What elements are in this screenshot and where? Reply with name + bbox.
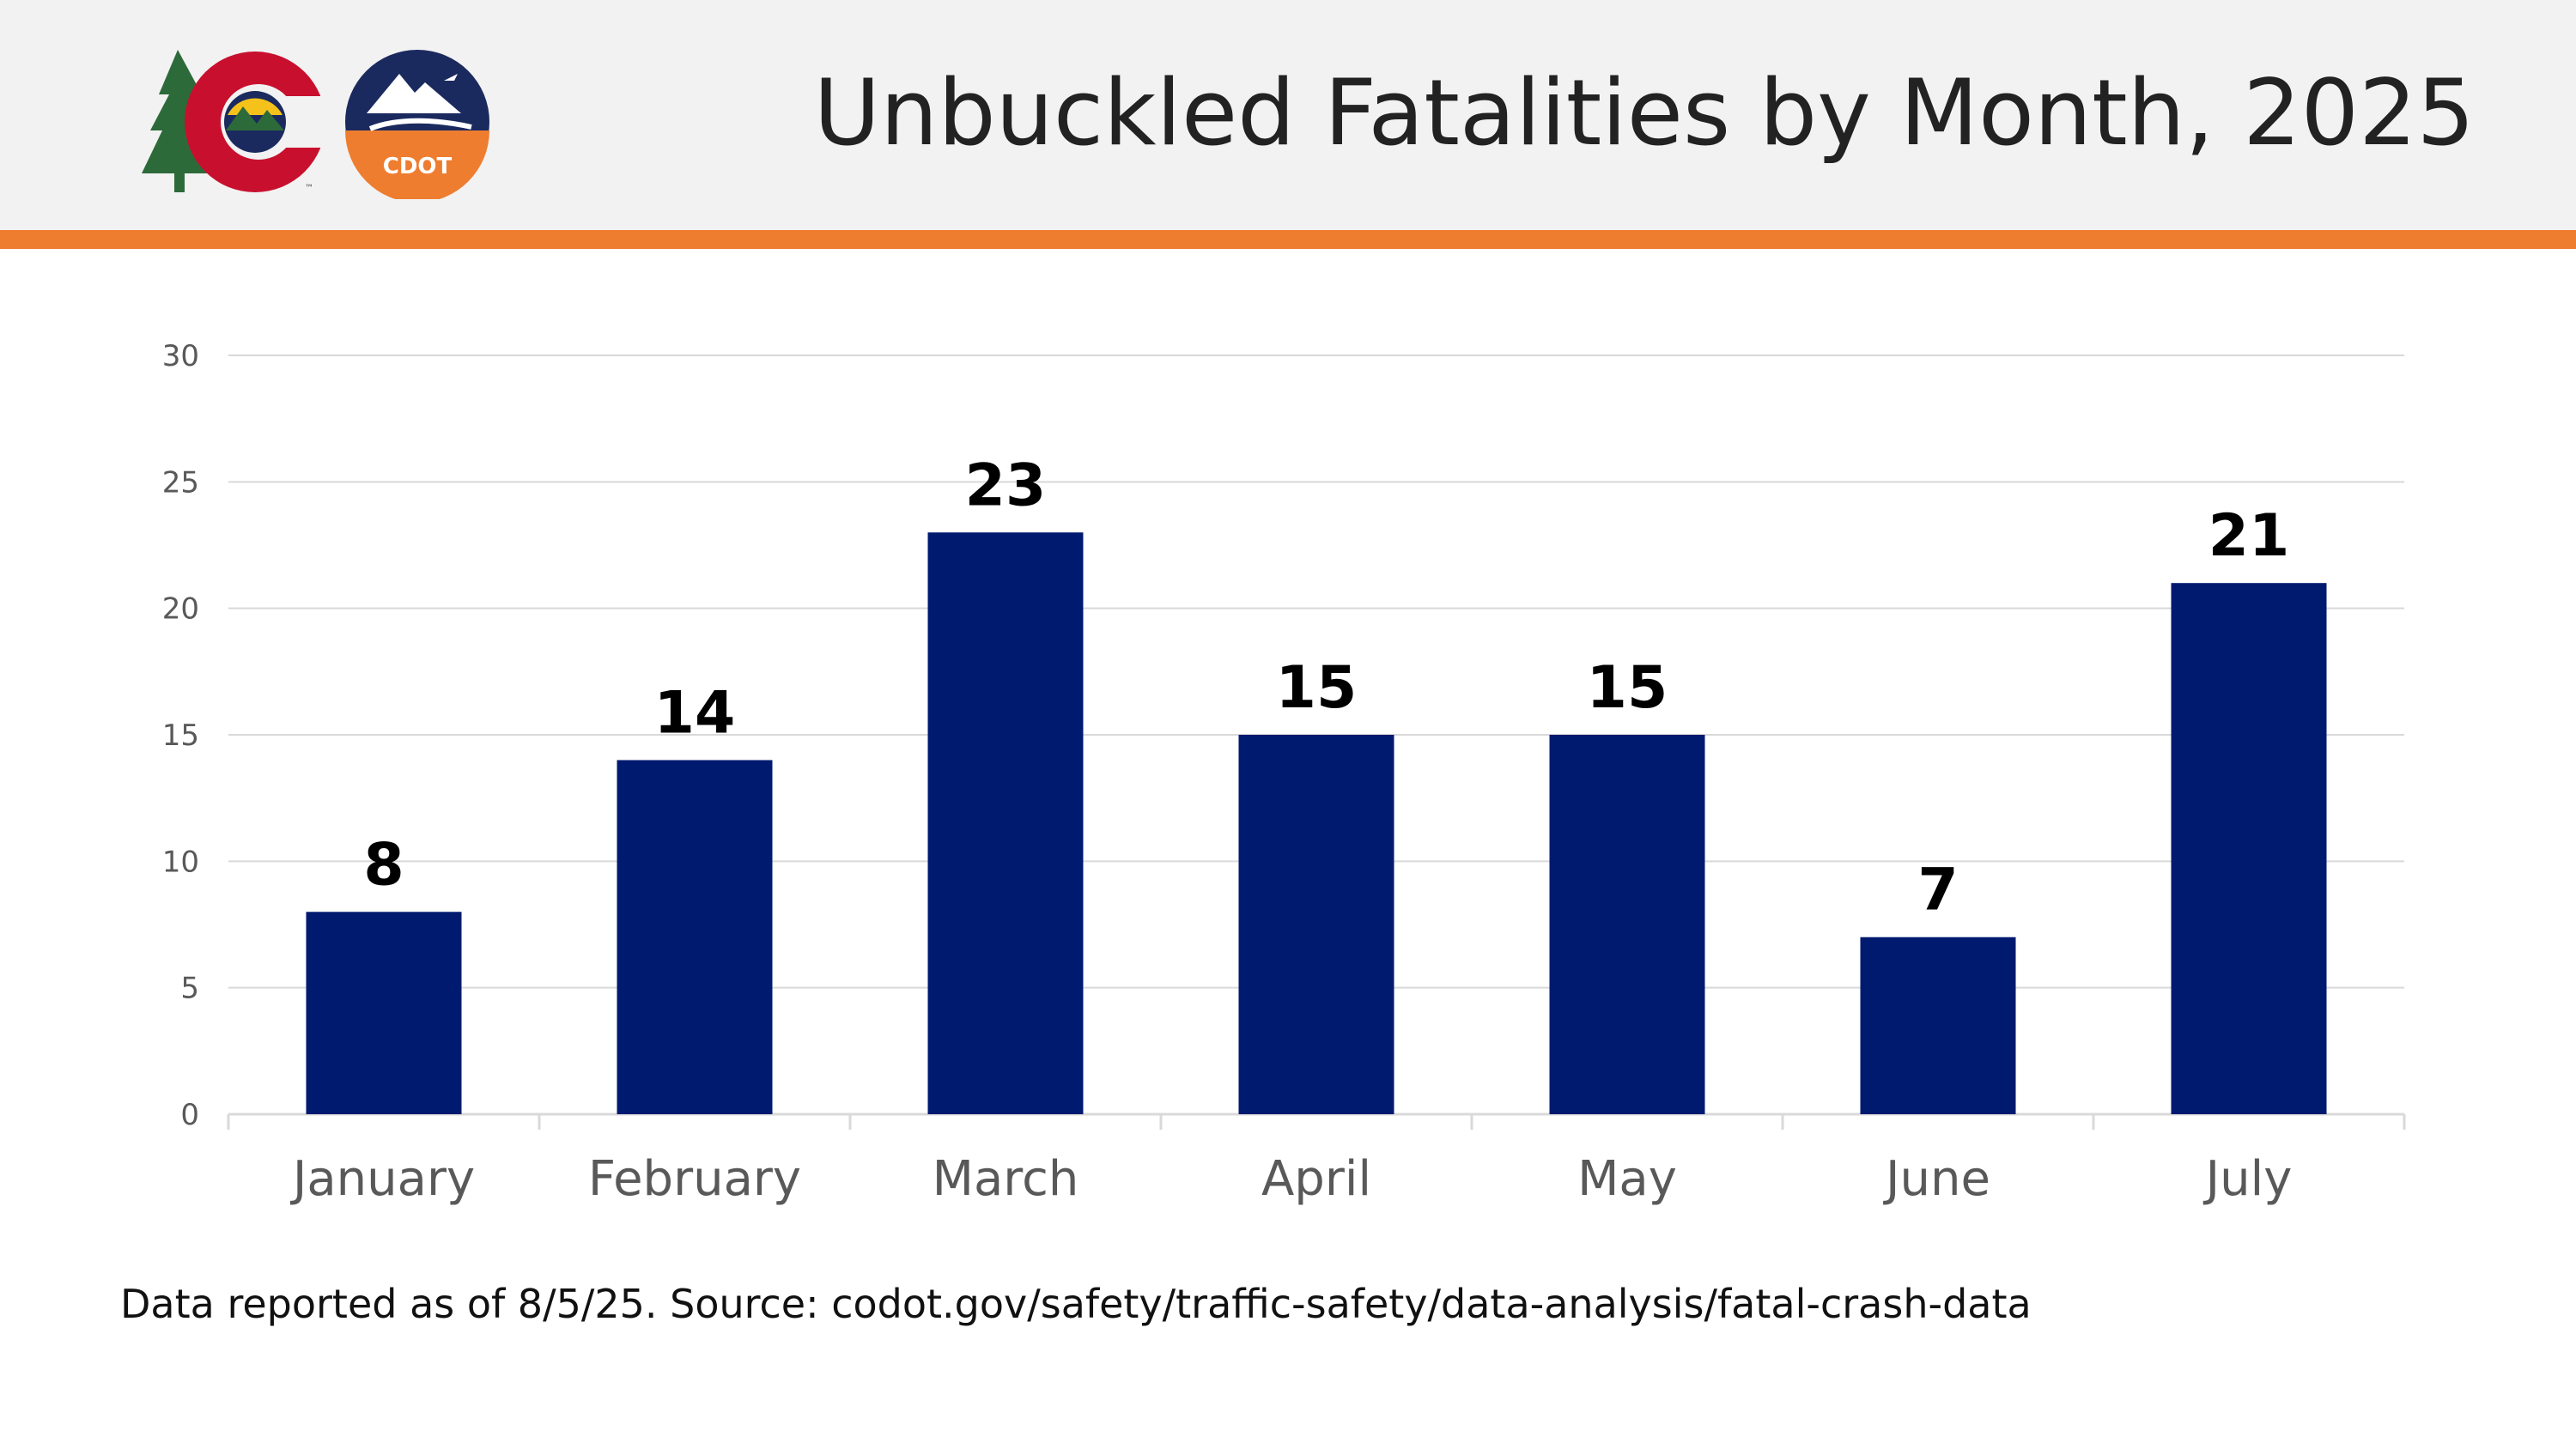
y-tick-label: 20 [162,592,199,627]
y-tick-label: 10 [162,845,199,879]
category-label: June [1883,1151,1990,1207]
bar [1860,937,2016,1114]
y-tick-label: 15 [162,718,199,753]
colorado-logo-icon: ™ [142,50,356,193]
y-tick-label: 30 [162,339,199,373]
header-accent-rule [0,230,2576,249]
data-label: 8 [363,831,404,899]
cdot-logo-label: CDOT [383,154,453,179]
data-label: 14 [654,679,736,747]
logos: ™ CDOT [142,50,489,199]
data-label: 23 [965,452,1047,519]
category-label: May [1577,1151,1677,1207]
category-label: April [1261,1151,1371,1207]
data-label: 15 [1587,654,1668,722]
source-footnote: Data reported as of 8/5/25. Source: codo… [120,1281,2032,1327]
y-tick-label: 0 [180,1098,199,1132]
bar [2171,583,2327,1114]
y-tick-label: 25 [162,465,199,500]
bar [1238,735,1394,1114]
data-label: 21 [2208,502,2290,570]
bar [617,760,773,1114]
data-label: 15 [1276,654,1358,722]
y-tick-label: 5 [180,972,199,1006]
bar [1549,735,1705,1114]
trademark-mark: ™ [305,184,313,193]
data-label: 7 [1917,857,1958,925]
page-title: Unbuckled Fatalities by Month, 2025 [813,60,2475,166]
category-label: February [588,1151,801,1207]
bar [927,532,1084,1114]
category-label: March [933,1151,1079,1207]
category-label: January [290,1151,475,1207]
cdot-logo-icon: CDOT [345,50,489,199]
category-label: July [2203,1151,2293,1207]
bar [306,912,462,1114]
